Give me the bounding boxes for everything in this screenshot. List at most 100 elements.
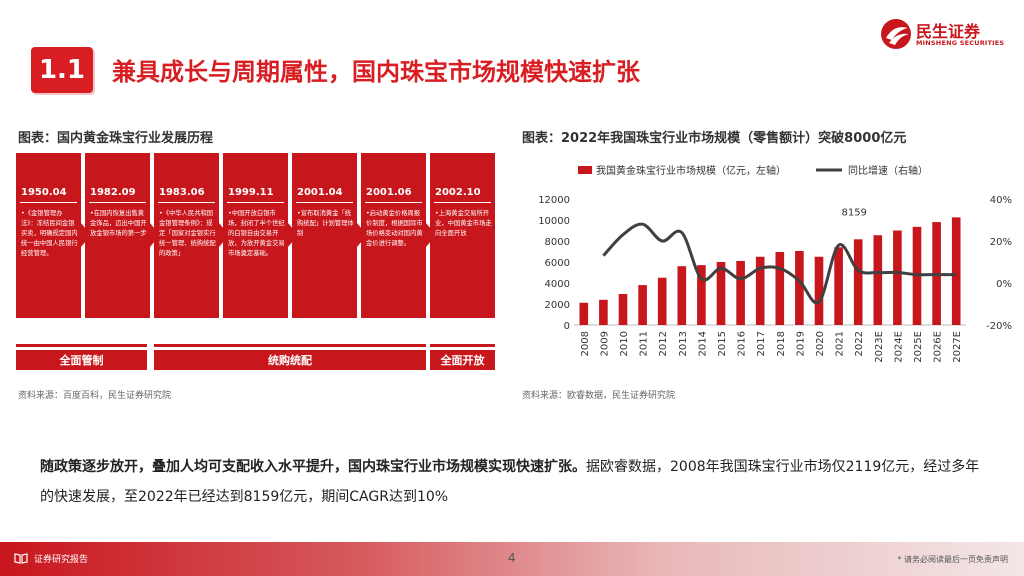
divider xyxy=(434,202,491,203)
timeline-text: •《中华人民共和国金银管理条例》：规定「国家对金银实行统一管理、统购统配的政策」 xyxy=(159,210,216,257)
data-label-2022: 8159 xyxy=(841,207,866,218)
bar-2011 xyxy=(638,285,647,325)
market-chart-title: 图表：2022年我国珠宝行业市场规模（零售额计）突破8000亿元 xyxy=(522,131,907,146)
bar-2023E xyxy=(873,235,883,325)
bar-2017 xyxy=(755,256,765,325)
bar-2027E xyxy=(951,217,961,325)
phase-bar xyxy=(430,344,495,347)
phase-bar xyxy=(16,344,147,347)
x-axis-tick-label: 2018 xyxy=(776,331,787,356)
phase-label-full-control: 全面管制 xyxy=(16,350,147,370)
timeline-year: 1999.11 xyxy=(228,187,274,198)
summary-bold: 随政策逐步放开，叠加人均可支配收入水平提升，国内珠宝行业市场规模实现快速扩张。 xyxy=(40,459,586,475)
x-axis-tick-label: 2016 xyxy=(737,331,748,356)
right-axis-tick-label: -20% xyxy=(986,321,1012,332)
chart-legend: 我国黄金珠宝行业市场规模（亿元，左轴） 同比增速（右轴） xyxy=(578,164,928,177)
left-axis-tick-label: 8000 xyxy=(545,237,570,248)
page-title: 兼具成长与周期属性，国内珠宝市场规模快速扩张 xyxy=(112,58,640,86)
phase-label-full-opening: 全面开放 xyxy=(430,350,495,370)
left-axis-tick-label: 0 xyxy=(564,321,570,332)
timeline-card: 2001.06 •启动黄金价格周报价制度，根据国际市场价格变动对国内黄金价进行调… xyxy=(361,153,426,318)
timeline-card: 2001.04 •宣布取消黄金「统购统配」计划管理体制 xyxy=(292,153,357,318)
bar-2022 xyxy=(853,239,863,325)
growth-rate-line xyxy=(602,222,957,305)
page-number: 4 xyxy=(508,551,516,565)
timeline-card: 1950.04 •《金银管理办法》：冻结民间金银买卖，明确规定国内统一由中国人民… xyxy=(16,153,81,318)
divider xyxy=(296,202,353,203)
x-axis-tick-label: 2022 xyxy=(854,331,865,356)
x-axis-tick-label: 2015 xyxy=(717,331,728,356)
x-axis-tick-label: 2019 xyxy=(795,331,806,356)
timeline-year: 2002.10 xyxy=(435,187,481,198)
bar-2021 xyxy=(834,247,843,325)
timeline-year: 2001.04 xyxy=(297,187,343,198)
bar-series xyxy=(579,217,961,325)
bar-2008 xyxy=(579,302,589,325)
x-axis-tick-label: 2017 xyxy=(756,331,767,356)
bar-2020 xyxy=(814,256,824,325)
timeline-text: •在国内恢复出售黄金饰品，迈出中国开放金银市场的第一步 xyxy=(90,210,147,237)
chart-source: 资料来源：欧睿数据，民生证券研究院 xyxy=(522,391,676,401)
left-axis-tick-label: 12000 xyxy=(538,195,570,206)
x-axis-tick-label: 2008 xyxy=(580,331,591,356)
right-axis-tick-label: 40% xyxy=(990,195,1012,206)
logo-chinese-name: 民生证券 xyxy=(916,22,981,41)
right-axis-tick-label: 0% xyxy=(996,279,1012,290)
footer-report-type: 证券研究报告 xyxy=(34,555,89,565)
bar-2019 xyxy=(795,250,804,325)
market-size-chart: 我国黄金珠宝行业市场规模（亿元，左轴） 同比增速（右轴） 0 2000 4000 600… xyxy=(538,164,1012,363)
bar-2015 xyxy=(716,262,726,325)
x-axis-tick-label: 2013 xyxy=(678,331,689,356)
timeline-text: •中国开放白银市场，封闭了半个世纪的白银自由交易开放，为放开黄金交易市场奠定基础… xyxy=(228,210,285,257)
x-axis-tick-label: 2011 xyxy=(639,331,650,356)
x-axis-tick-label: 2009 xyxy=(599,331,610,356)
timeline-card: 2002.10 •上海黄金交易所开业，中国黄金市场走向全面开放 xyxy=(430,153,495,318)
footer-bar: 证券研究报告 4 * 请务必阅读最后一页免责声明 xyxy=(0,542,1024,576)
timeline-card: 1982.09 •在国内恢复出售黄金饰品，迈出中国开放金银市场的第一步 xyxy=(85,153,150,318)
minsheng-logo-icon xyxy=(881,19,911,49)
legend-bar-label: 我国黄金珠宝行业市场规模（亿元，左轴） xyxy=(596,164,786,177)
x-axis-tick-label: 2023E xyxy=(874,331,885,363)
timeline-text: •《金银管理办法》：冻结民间金银买卖，明确规定国内统一由中国人民银行经营管理。 xyxy=(21,210,78,257)
x-axis-tick-label: 2024E xyxy=(893,331,904,363)
bar-2013 xyxy=(677,266,687,325)
disclaimer-note: * 请务必阅读最后一页免责声明 xyxy=(897,555,1008,564)
bar-2014 xyxy=(697,265,706,325)
timeline-year: 1982.09 xyxy=(90,187,136,198)
industry-timeline: 1950.04 •《金银管理办法》：冻结民间金银买卖，明确规定国内统一由中国人民… xyxy=(16,153,496,373)
divider xyxy=(158,202,215,203)
timeline-text: •上海黄金交易所开业，中国黄金市场走向全面开放 xyxy=(435,210,492,237)
left-axis-tick-label: 6000 xyxy=(545,258,570,269)
x-axis-tick-label: 2020 xyxy=(815,331,826,356)
summary-normal: 据欧睿数据，2008年我国珠宝行业市场仅2119亿元，经过多年的快速发展，至20… xyxy=(40,459,980,505)
bar-2024E xyxy=(893,230,902,325)
bar-2010 xyxy=(618,294,628,325)
divider xyxy=(89,202,146,203)
timeline-card: 1999.11 •中国开放白银市场，封闭了半个世纪的白银自由交易开放，为放开黄金… xyxy=(223,153,288,318)
x-axis-tick-label: 2026E xyxy=(933,331,944,363)
phase-label-unified-purchase: 统购统配 xyxy=(154,350,426,370)
divider xyxy=(20,202,77,203)
timeline-source: 资料来源：百度百科，民生证券研究院 xyxy=(18,391,172,401)
right-axis-tick-label: 20% xyxy=(990,237,1012,248)
timeline-year: 1983.06 xyxy=(159,187,205,198)
x-axis-tick-label: 2012 xyxy=(658,331,669,356)
line-series xyxy=(602,222,957,305)
legend-bar-swatch xyxy=(578,166,592,174)
timeline-text: •宣布取消黄金「统购统配」计划管理体制 xyxy=(297,210,354,237)
x-axis-tick-label: 2025E xyxy=(913,331,924,363)
bar-2012 xyxy=(657,277,667,325)
divider xyxy=(227,202,284,203)
section-number: 1.1 xyxy=(38,55,86,85)
x-axis-tick-label: 2027E xyxy=(952,331,963,363)
section-number-badge: 1.1 xyxy=(31,47,93,93)
left-axis-tick-label: 10000 xyxy=(538,216,570,227)
bar-2018 xyxy=(775,252,785,325)
logo-english-name: MINSHENG SECURITIES xyxy=(916,39,1005,47)
timeline-year: 2001.06 xyxy=(366,187,412,198)
legend-line-label: 同比增速（右轴） xyxy=(848,164,928,177)
x-axis-tick-label: 2021 xyxy=(835,331,846,356)
book-icon xyxy=(14,553,28,564)
timeline-year: 1950.04 xyxy=(21,187,67,198)
timeline-chart-title: 图表：国内黄金珠宝行业发展历程 xyxy=(18,131,214,146)
